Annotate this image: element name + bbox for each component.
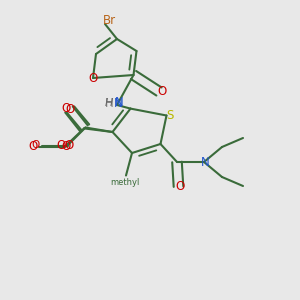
Text: O: O bbox=[61, 101, 70, 115]
Text: S: S bbox=[166, 109, 173, 122]
Text: O: O bbox=[176, 180, 184, 193]
Text: O: O bbox=[64, 139, 74, 152]
Text: O: O bbox=[28, 140, 38, 154]
Text: H: H bbox=[105, 97, 114, 110]
Text: O: O bbox=[158, 85, 166, 98]
Text: O: O bbox=[61, 140, 70, 154]
Text: N: N bbox=[200, 155, 209, 169]
Text: N: N bbox=[115, 96, 124, 110]
Text: O: O bbox=[66, 103, 75, 116]
Text: methyl: methyl bbox=[110, 178, 139, 187]
Text: O: O bbox=[88, 71, 98, 85]
Text: N: N bbox=[114, 97, 123, 110]
Text: H: H bbox=[105, 98, 113, 108]
Text: Br: Br bbox=[103, 14, 116, 28]
Text: O: O bbox=[32, 140, 40, 151]
Text: O: O bbox=[57, 139, 66, 152]
